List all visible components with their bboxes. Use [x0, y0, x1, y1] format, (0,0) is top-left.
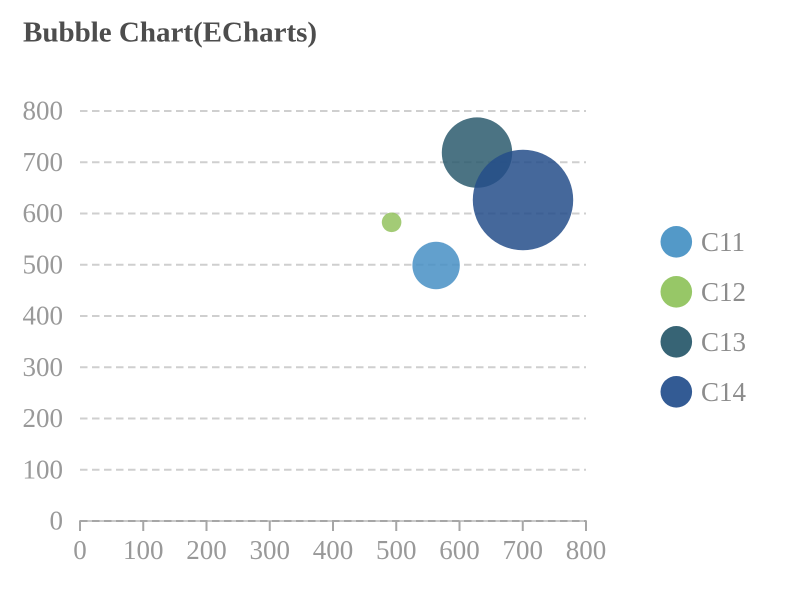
svg-text:Bubble Chart(ECharts): Bubble Chart(ECharts)	[23, 17, 317, 49]
svg-text:800: 800	[566, 535, 607, 565]
svg-text:700: 700	[503, 535, 544, 565]
svg-text:300: 300	[23, 352, 64, 382]
svg-text:0: 0	[50, 506, 64, 536]
svg-text:C14: C14	[701, 377, 747, 407]
svg-text:100: 100	[23, 454, 64, 484]
svg-text:600: 600	[439, 535, 480, 565]
svg-text:100: 100	[123, 535, 164, 565]
svg-text:600: 600	[23, 198, 64, 228]
svg-text:500: 500	[23, 249, 64, 279]
svg-text:C13: C13	[701, 327, 746, 357]
svg-text:C11: C11	[701, 227, 745, 257]
svg-text:700: 700	[23, 147, 64, 177]
svg-text:0: 0	[73, 535, 87, 565]
svg-text:C12: C12	[701, 277, 746, 307]
svg-text:300: 300	[250, 535, 291, 565]
svg-text:500: 500	[376, 535, 417, 565]
svg-text:200: 200	[186, 535, 227, 565]
svg-text:400: 400	[313, 535, 354, 565]
svg-text:800: 800	[23, 96, 64, 126]
svg-text:400: 400	[23, 301, 64, 331]
svg-text:200: 200	[23, 403, 64, 433]
